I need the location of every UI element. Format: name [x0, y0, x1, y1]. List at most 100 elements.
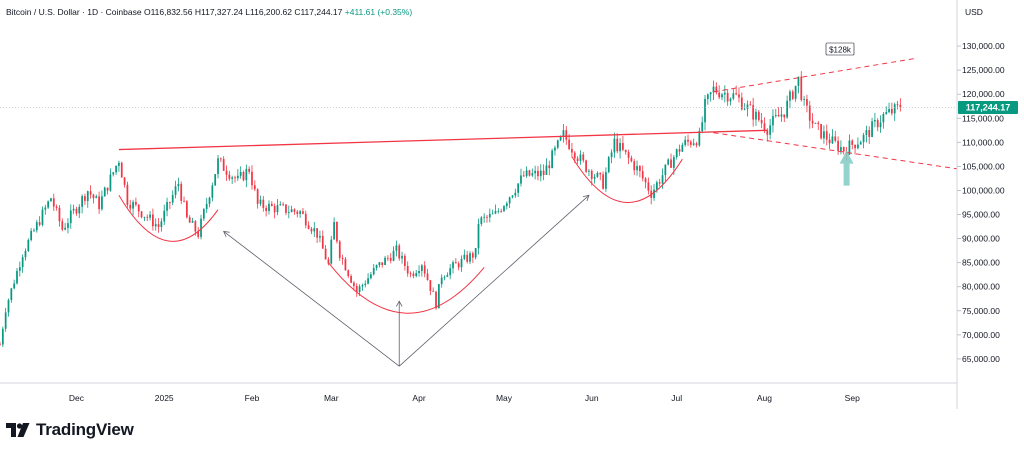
channel-upper-line — [713, 57, 918, 93]
candle-body — [296, 211, 299, 214]
candle-body — [299, 211, 302, 214]
candle — [307, 221, 310, 230]
candle-body — [534, 170, 537, 174]
candle — [154, 218, 157, 231]
candle-body — [285, 204, 287, 213]
candle-body — [268, 203, 270, 211]
candle-body — [454, 262, 457, 264]
candle-body — [418, 270, 420, 274]
candle — [466, 250, 469, 264]
bounce-up-arrow-icon — [839, 150, 854, 186]
candle — [610, 149, 613, 164]
candle-body — [231, 177, 234, 179]
candle — [749, 100, 752, 106]
candle — [222, 156, 225, 172]
candle-body — [50, 198, 52, 202]
candle-body — [494, 211, 497, 214]
candle-body — [542, 170, 545, 175]
candle-body — [273, 205, 276, 213]
candle-body — [143, 216, 146, 218]
candle-body — [429, 280, 432, 291]
candle-body — [704, 98, 706, 123]
tradingview-logo[interactable]: TradingView — [6, 420, 134, 440]
candle — [163, 204, 166, 225]
candle — [118, 160, 120, 172]
candle — [324, 244, 327, 260]
candle-body — [101, 196, 103, 210]
candle-body — [766, 130, 769, 135]
candle-body — [687, 139, 689, 142]
candle-body — [47, 201, 50, 208]
candle — [225, 165, 228, 181]
candle — [367, 273, 369, 285]
candle-body — [440, 277, 443, 285]
candle-body — [118, 162, 120, 166]
candle — [115, 165, 117, 175]
candle — [228, 170, 231, 181]
candle — [355, 283, 358, 297]
candle-body — [497, 211, 500, 212]
x-tick-label: Aug — [757, 393, 772, 403]
candle — [893, 102, 896, 121]
candle — [868, 126, 871, 144]
candles — [0, 71, 902, 348]
candle — [486, 214, 488, 223]
candle-body — [783, 114, 786, 118]
candle — [321, 230, 324, 249]
candle — [772, 109, 774, 133]
candle-body — [857, 144, 859, 149]
candle — [143, 216, 146, 222]
candle-body — [78, 206, 81, 214]
candle-body — [508, 197, 511, 204]
candle-body — [573, 152, 576, 159]
candle-body — [823, 131, 825, 139]
candle-body — [735, 93, 738, 95]
candle-body — [236, 175, 239, 179]
candle — [616, 133, 619, 154]
candle — [840, 140, 842, 155]
candle-body — [457, 263, 460, 268]
candle — [0, 341, 1, 346]
candle-body — [163, 210, 166, 222]
y-tick-label: 95,000.00 — [962, 210, 1000, 220]
candle — [738, 87, 740, 103]
candle-body — [367, 278, 369, 284]
candle-body — [738, 94, 740, 98]
candle — [755, 108, 757, 126]
candle — [35, 219, 38, 233]
candle — [208, 196, 211, 208]
candle-body — [245, 168, 248, 181]
candle-body — [106, 187, 109, 191]
candle — [126, 181, 129, 208]
candle-body — [763, 123, 766, 131]
candle-body — [61, 221, 64, 230]
candle — [92, 193, 95, 204]
candle — [378, 261, 381, 268]
candle-body — [806, 99, 808, 106]
candle — [503, 205, 505, 213]
candle — [862, 132, 865, 149]
candle — [891, 102, 893, 116]
candle — [13, 279, 16, 290]
candle-body — [678, 149, 681, 152]
candle-body — [409, 273, 412, 275]
y-tick-label: 70,000.00 — [962, 330, 1000, 340]
candle-body — [350, 276, 352, 283]
candle — [752, 97, 755, 127]
candle-body — [21, 257, 24, 268]
candle-body — [129, 204, 132, 209]
candle — [715, 82, 718, 95]
target-label: $128k — [829, 46, 852, 55]
candle-body — [695, 143, 698, 146]
candle — [463, 249, 466, 261]
candle — [664, 164, 667, 182]
candle-body — [338, 241, 341, 258]
brand-name: TradingView — [36, 420, 134, 439]
candle-body — [486, 216, 488, 218]
candle — [525, 166, 528, 178]
candle — [333, 217, 335, 240]
candle-body — [160, 221, 163, 228]
candle — [777, 107, 780, 117]
candle-body — [630, 157, 633, 162]
